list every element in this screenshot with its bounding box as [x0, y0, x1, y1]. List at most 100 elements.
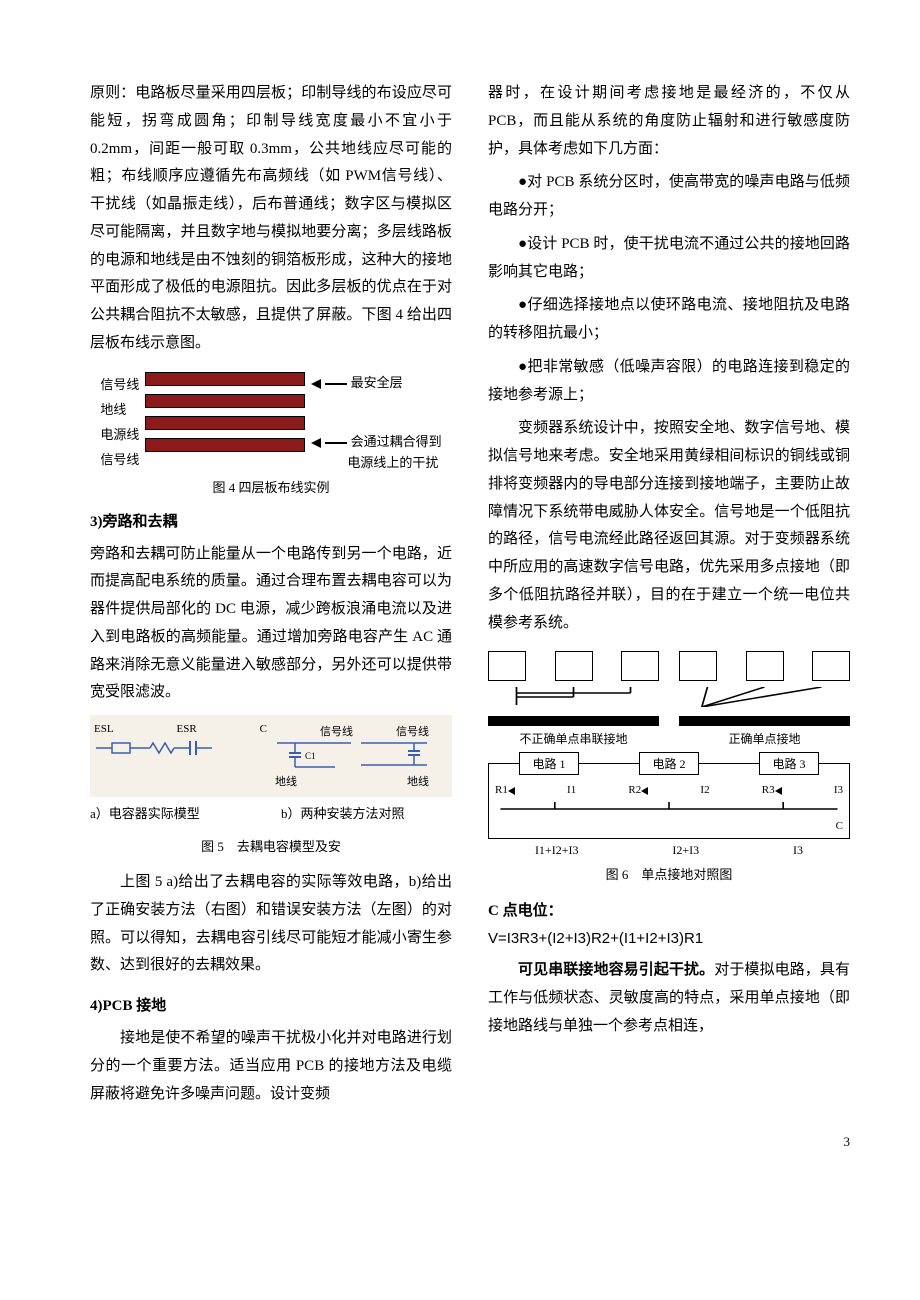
fig4-label-signal: 信号线 — [100, 374, 139, 393]
left-paragraph-3: 上图 5 a)给出了去耦电容的实际等效电路，b)给出了正确安装方法（右图）和错误… — [90, 869, 452, 980]
fig5-esl: ESL — [94, 723, 114, 735]
bullet-1: ●对 PCB 系统分区时，使高带宽的噪声电路与低频电路分开； — [488, 169, 850, 225]
fig5-b-sig: 信号线 — [275, 723, 353, 739]
fig6-box — [555, 651, 593, 681]
heading-3: 3)旁路和去耦 — [90, 510, 452, 531]
bullet-4: ●把非常敏感（低噪声容限）的电路连接到稳定的接地参考源上； — [488, 354, 850, 410]
arrow-line-icon — [325, 383, 347, 385]
install-wrong-icon: C1 — [275, 739, 353, 769]
fig5-esr: ESR — [177, 723, 197, 735]
fig5-c: C — [260, 723, 267, 735]
series-trace-icon — [495, 802, 843, 816]
fig6-box — [621, 651, 659, 681]
figure-4: 信号线 地线 电源线 信号线 最安全层 会通过耦合得到 — [90, 372, 452, 471]
fig6-series-detail: 电路 1 电路 2 电路 3 R1 I1 R2 I2 R3 I3 — [488, 763, 850, 839]
right-column: 器时，在设计期间考虑接地是最经济的，不仅从 PCB，而且能从系统的角度防止辐射和… — [488, 80, 850, 1114]
bullet-3: ●仔细选择接地点以使环路电流、接地阻抗及电路的转移阻抗最小； — [488, 292, 850, 348]
fig6-wrong-ground: 不正确单点串联接地 — [488, 651, 659, 747]
fig5-b-sig2: 信号线 — [359, 723, 429, 739]
arrow-left-icon — [311, 379, 321, 389]
arrow-left-icon — [775, 787, 782, 795]
right-paragraph-3: 可见串联接地容易引起干扰。对于模拟电路，具有工作与低频状态、灵敏度高的特点，采用… — [488, 957, 850, 1040]
figure-5-caption: 图 5 去耦电容模型及安 — [90, 836, 452, 855]
fig4-anno-safest: 最安全层 — [351, 375, 403, 390]
voltage-formula: V=I3R3+(I2+I3)R2+(I1+I2+I3)R1 — [488, 930, 850, 947]
fig4-layer — [145, 372, 305, 386]
fig6-box — [746, 651, 784, 681]
sum2: I2+I3 — [672, 843, 699, 858]
right-paragraph-2: 变频器系统设计中，按照安全地、数字信号地、模拟信号地来考虑。安全地采用黄绿相间标… — [488, 415, 850, 637]
r3-label: R3 — [762, 784, 782, 796]
fig5-b-wrong: 信号线 C1 地线 — [275, 723, 353, 789]
i1-label: I1 — [567, 784, 576, 796]
fig4-label-signal2: 信号线 — [100, 449, 139, 468]
p3-lead-bold: 可见串联接地容易引起干扰。 — [518, 962, 714, 978]
page-number: 3 — [90, 1134, 850, 1150]
fig4-layer — [145, 394, 305, 408]
fig4-right-annotation: 最安全层 会通过耦合得到 电源线上的干扰 — [311, 372, 441, 471]
left-column: 原则：电路板尽量采用四层板；印制导线的布设应尽可能短，拐弯成圆角；印制导线宽度最… — [90, 80, 452, 1114]
star-ground-icon — [679, 687, 850, 707]
fig6-right-ground: 正确单点接地 — [679, 651, 850, 747]
heading-c-potential: C 点电位： — [488, 899, 850, 920]
svg-text:C1: C1 — [305, 751, 316, 761]
fig5-b-right: 信号线 地线 — [359, 723, 429, 789]
sum1: I1+I2+I3 — [535, 843, 579, 858]
install-right-icon — [359, 739, 429, 769]
r1-label: R1 — [495, 784, 515, 796]
bullet-2: ●设计 PCB 时，使干扰电流不通过公共的接地回路影响其它电路； — [488, 231, 850, 287]
fig4-layer — [145, 416, 305, 430]
two-column-layout: 原则：电路板尽量采用四层板；印制导线的布设应尽可能短，拐弯成圆角；印制导线宽度最… — [90, 80, 850, 1114]
fig5-subcaptions: a）电容器实际模型 b）两种安装方法对照 — [90, 803, 452, 822]
fig6-box — [488, 651, 526, 681]
fig5-cap-b: b）两种安装方法对照 — [281, 803, 452, 822]
fig6-boxes — [679, 651, 850, 681]
spacer — [311, 393, 441, 429]
capacitor-model-icon — [94, 737, 214, 759]
fig4-arrow-bottom: 会通过耦合得到 — [311, 431, 441, 450]
node-1: 电路 1 — [519, 752, 578, 775]
fig6-ri-row: R1 I1 R2 I2 R3 I3 — [495, 784, 843, 796]
fig6-sums: I1+I2+I3 I2+I3 I3 — [488, 843, 850, 858]
node-2: 电路 2 — [639, 752, 698, 775]
heading-4: 4)PCB 接地 — [90, 994, 452, 1015]
figure-4-caption: 图 4 四层板布线实例 — [90, 477, 452, 496]
node-3: 电路 3 — [759, 752, 818, 775]
arrow-line-icon — [325, 442, 347, 444]
fig5-a-labels: ESL ESR C — [94, 723, 267, 735]
fig4-anno-coupling1: 会通过耦合得到 — [351, 434, 442, 449]
fig6-wrong-label: 不正确单点串联接地 — [488, 730, 659, 747]
r2-label: R2 — [628, 784, 648, 796]
fig5-model-b: 信号线 C1 地线 信号线 — [275, 723, 448, 789]
fig4-layer-stack — [145, 372, 305, 460]
arrow-left-icon — [641, 787, 648, 795]
right-paragraph-1: 器时，在设计期间考虑接地是最经济的，不仅从 PCB，而且能从系统的角度防止辐射和… — [488, 80, 850, 163]
fig4-anno-coupling2: 电源线上的干扰 — [311, 452, 441, 471]
figure-6: 不正确单点串联接地 正确单点接地 — [488, 651, 850, 883]
fig6-boxes — [488, 651, 659, 681]
left-paragraph-1: 原则：电路板尽量采用四层板；印制导线的布设应尽可能短，拐弯成圆角；印制导线宽度最… — [90, 80, 452, 358]
i2-label: I2 — [700, 784, 709, 796]
fig5-cap-a: a）电容器实际模型 — [90, 803, 261, 822]
fig4-left-labels: 信号线 地线 电源线 信号线 — [100, 372, 139, 468]
sum3: I3 — [793, 843, 803, 858]
arrow-left-icon — [508, 787, 515, 795]
ground-bar-icon — [488, 716, 659, 726]
figure-6-caption: 图 6 单点接地对照图 — [488, 864, 850, 883]
left-paragraph-2: 旁路和去耦可防止能量从一个电路传到另一个电路，近而提高配电系统的质量。通过合理布… — [90, 541, 452, 708]
c-point: C — [495, 820, 843, 832]
fig5-model-a: ESL ESR C — [94, 723, 267, 789]
fig6-box — [679, 651, 717, 681]
series-ground-icon — [488, 687, 659, 707]
fig4-arrow-top: 最安全层 — [311, 372, 441, 391]
fig5-b-gnd2: 地线 — [359, 773, 429, 789]
fig6-node-row: 电路 1 电路 2 电路 3 — [489, 752, 849, 775]
fig4-label-ground: 地线 — [100, 399, 139, 418]
arrow-left-icon — [311, 438, 321, 448]
left-paragraph-4: 接地是使不希望的噪声干扰极小化并对电路进行划分的一个重要方法。适当应用 PCB … — [90, 1025, 452, 1108]
fig5-b-pair: 信号线 C1 地线 信号线 — [275, 723, 448, 789]
fig4-label-power: 电源线 — [100, 424, 139, 443]
fig5-b-gnd: 地线 — [275, 773, 353, 789]
i3-label: I3 — [834, 784, 843, 796]
fig6-box — [812, 651, 850, 681]
